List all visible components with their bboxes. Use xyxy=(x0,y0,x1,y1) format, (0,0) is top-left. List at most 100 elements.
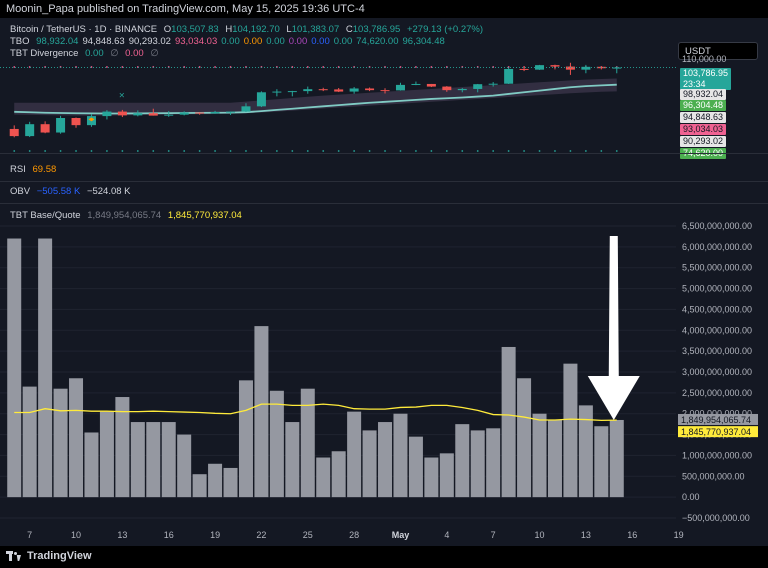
chart-area[interactable]: × 6,500,000,000.00 6,000,000,000.00 5,500,… xyxy=(0,18,768,546)
price-axis-top-label: 110,000.00 xyxy=(682,54,727,64)
tbt-bar xyxy=(285,422,300,498)
symbol-legend[interactable]: Bitcoin / TetherUS · 1D · BINANCE O103,5… xyxy=(10,24,487,35)
y-tick-label: 5,000,000,000.00 xyxy=(682,284,752,294)
signal-dot-bottom xyxy=(554,150,556,152)
tbt-bar xyxy=(578,405,593,498)
signal-dot-top xyxy=(13,66,16,68)
signal-dot-bottom xyxy=(275,150,278,152)
tbt-legend[interactable]: TBT Base/Quote 1,849,954,065.74 1,845,77… xyxy=(10,210,246,221)
candle-body xyxy=(210,112,220,114)
candle-body xyxy=(426,83,436,87)
signal-dot-bottom xyxy=(523,150,525,152)
tbt-bar xyxy=(22,386,37,498)
tbt-ma-tag: 1,845,770,937.04 xyxy=(681,427,751,437)
signal-dot-bottom xyxy=(569,150,572,152)
candle-body xyxy=(581,66,591,70)
candle-body xyxy=(318,89,328,91)
tbo-value-11: 74,620.00 xyxy=(356,36,399,47)
cross-signal-icon: × xyxy=(119,90,125,101)
tbt-bar xyxy=(362,430,377,498)
tbo-legend[interactable]: TBO 98,932.04 94,848.63 90,293.02 93,034.03… xyxy=(10,36,449,47)
price-tag-5: 93,034.03 xyxy=(680,124,727,135)
tbt-bar xyxy=(563,363,578,498)
tbt-bar xyxy=(223,467,238,498)
signal-dot-top xyxy=(507,66,510,68)
signal-dot-bottom xyxy=(584,150,587,152)
y-tick-label: 0.00 xyxy=(682,492,700,502)
x-tick-label: 13 xyxy=(117,530,127,540)
y-tick-label: 4,500,000,000.00 xyxy=(682,304,752,314)
signal-dot-bottom xyxy=(28,150,31,152)
signal-dot-bottom xyxy=(183,150,186,152)
signal-dot-bottom xyxy=(59,150,62,152)
candle-body xyxy=(457,88,467,91)
tbo-value-3: 90,293.02 xyxy=(128,36,171,47)
tbt-value-2: 1,845,770,937.04 xyxy=(167,210,242,221)
y-tick-label: 5,500,000,000.00 xyxy=(682,263,752,273)
price-tag-6: 90,293.02 xyxy=(680,136,727,147)
y-tick-label: 500,000,000.00 xyxy=(682,471,745,481)
signal-dot-bottom xyxy=(198,150,201,152)
tbo-value-6: 0.00 xyxy=(243,36,263,47)
signal-dot-top xyxy=(430,66,433,68)
tbt-bar xyxy=(84,432,99,498)
x-tick-label: 22 xyxy=(256,530,266,540)
x-tick-label: 16 xyxy=(164,530,174,540)
y-tick-label: 3,000,000,000.00 xyxy=(682,367,752,377)
candle-body xyxy=(56,118,66,133)
tbt-bar xyxy=(161,422,176,498)
candle-body xyxy=(395,84,405,91)
signal-dot-top xyxy=(306,66,309,68)
tbt-ma-line xyxy=(14,403,617,422)
signal-dot-bottom xyxy=(337,150,340,152)
signal-dot-bottom xyxy=(306,150,309,152)
open-label: O xyxy=(163,24,172,35)
signal-dot-bottom xyxy=(214,150,216,152)
currency-selector[interactable]: USDT xyxy=(678,42,758,60)
tbt-bar xyxy=(269,390,284,498)
candle-body xyxy=(148,113,158,116)
tbt-bar xyxy=(69,378,84,498)
tbo-value-4: 93,034.03 xyxy=(174,36,218,47)
candle-body xyxy=(179,112,189,115)
tbt-bar xyxy=(455,424,470,498)
tradingview-logo[interactable]: TradingView xyxy=(6,550,92,562)
countdown-timer: 23:34 xyxy=(683,79,706,89)
signal-dot-bottom xyxy=(121,150,124,152)
chart-svg: × 6,500,000,000.00 6,000,000,000.00 5,500,… xyxy=(0,62,758,540)
divergence-label: TBT Divergence xyxy=(10,48,79,59)
tbo-value-2: 94,848.63 xyxy=(82,36,125,47)
tbt-bar xyxy=(7,238,22,498)
tradingview-brand: TradingView xyxy=(27,550,92,562)
price-pane: × xyxy=(0,62,676,152)
x-tick-label: 10 xyxy=(71,530,81,540)
open-value: 103,507.83 xyxy=(171,24,219,35)
tbt-bar xyxy=(38,238,53,498)
close-label: C xyxy=(345,24,353,35)
signal-dot-bottom xyxy=(430,150,433,152)
price-ma-line xyxy=(14,83,617,115)
signal-dot-bottom xyxy=(106,150,108,152)
signal-dot-bottom xyxy=(44,150,47,152)
rsi-label: RSI xyxy=(10,164,26,175)
obv-value-2: −524.08 K xyxy=(86,186,131,197)
rsi-legend[interactable]: RSI 69.58 xyxy=(10,164,60,175)
signal-dot-bottom xyxy=(615,150,618,152)
candle-body xyxy=(226,111,236,113)
divergence-legend[interactable]: TBT Divergence 0.00 ∅ 0.00 ∅ xyxy=(10,48,163,59)
tbt-bar xyxy=(115,397,130,498)
price-tag-3: 96,304.48 xyxy=(680,100,727,111)
candle-body xyxy=(535,65,545,70)
obv-legend[interactable]: OBV −505.58 K −524.08 K xyxy=(10,186,135,197)
tbo-value-1: 98,932.04 xyxy=(36,36,79,47)
tbo-value-9: 0.00 xyxy=(311,36,330,47)
candle-body xyxy=(504,68,514,84)
tbt-bar xyxy=(486,428,501,498)
signal-dot-bottom xyxy=(353,150,356,152)
tbt-bar xyxy=(254,326,269,498)
price-tag-1: 103,786.95 23:34 xyxy=(680,68,732,90)
candle-body xyxy=(102,111,112,117)
signal-dot-bottom xyxy=(90,150,93,152)
price-tag-2: 98,932.04 xyxy=(680,89,727,100)
high-label: H xyxy=(225,24,233,35)
